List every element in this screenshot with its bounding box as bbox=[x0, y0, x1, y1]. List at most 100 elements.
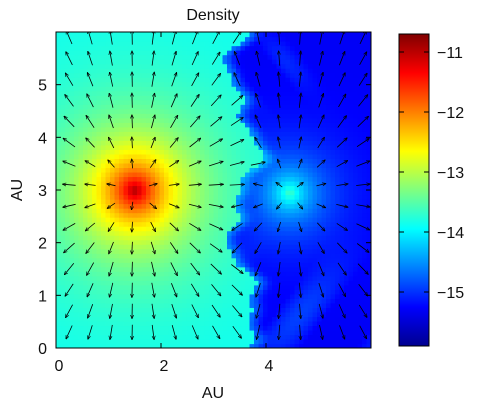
heatmap-cell bbox=[119, 45, 125, 51]
heatmap-cell bbox=[209, 194, 215, 200]
heatmap-cell bbox=[164, 199, 170, 205]
heatmap-cell bbox=[137, 140, 143, 146]
heatmap-cell bbox=[326, 185, 332, 191]
heatmap-cell bbox=[263, 311, 269, 317]
heatmap-cell bbox=[294, 158, 300, 164]
heatmap-cell bbox=[141, 180, 147, 187]
heatmap-cell bbox=[101, 140, 107, 146]
heatmap-cell bbox=[276, 81, 282, 87]
heatmap-cell bbox=[335, 298, 341, 304]
heatmap-cell bbox=[218, 113, 224, 119]
heatmap-cell bbox=[69, 244, 75, 250]
heatmap-cell bbox=[114, 104, 120, 110]
heatmap-cell bbox=[92, 334, 98, 340]
heatmap-cell bbox=[227, 50, 233, 56]
heatmap-cell bbox=[132, 149, 138, 155]
heatmap-cell bbox=[326, 32, 332, 38]
heatmap-cell bbox=[299, 117, 305, 123]
heatmap-cell bbox=[182, 311, 188, 317]
heatmap-cell bbox=[74, 171, 80, 178]
heatmap-cell bbox=[276, 135, 282, 141]
heatmap-cell bbox=[339, 122, 345, 128]
heatmap-cell bbox=[267, 199, 273, 205]
heatmap-cell bbox=[258, 253, 264, 259]
heatmap-cell bbox=[299, 248, 305, 254]
heatmap-cell bbox=[173, 275, 179, 281]
heatmap-cell bbox=[263, 280, 269, 286]
heatmap-cell bbox=[186, 235, 192, 241]
heatmap-cell bbox=[366, 59, 371, 65]
heatmap-cell bbox=[317, 257, 323, 263]
heatmap-cell bbox=[308, 316, 314, 322]
heatmap-cell bbox=[191, 41, 197, 47]
heatmap-cell bbox=[249, 167, 255, 173]
heatmap-cell bbox=[87, 280, 93, 286]
heatmap-cell bbox=[267, 230, 273, 236]
heatmap-cell bbox=[114, 45, 120, 51]
heatmap-cell bbox=[65, 158, 71, 164]
heatmap-cell bbox=[132, 32, 138, 38]
heatmap-cell bbox=[290, 50, 296, 56]
heatmap-cell bbox=[60, 162, 66, 169]
heatmap-cell bbox=[164, 253, 170, 259]
heatmap-cell bbox=[236, 50, 242, 56]
heatmap-cell bbox=[191, 90, 197, 96]
heatmap-cell bbox=[312, 108, 318, 114]
heatmap-cell bbox=[128, 244, 134, 250]
heatmap-cell bbox=[294, 122, 300, 128]
heatmap-cell bbox=[164, 153, 170, 159]
heatmap-cell bbox=[74, 149, 80, 155]
heatmap-cell bbox=[326, 203, 332, 209]
heatmap-cell bbox=[267, 221, 273, 227]
heatmap-cell bbox=[254, 158, 260, 164]
heatmap-cell bbox=[285, 199, 291, 205]
heatmap-cell bbox=[168, 72, 174, 78]
heatmap-cell bbox=[69, 284, 75, 290]
heatmap-cell bbox=[191, 316, 197, 322]
heatmap-cell bbox=[110, 95, 116, 101]
heatmap-cell bbox=[348, 167, 354, 173]
heatmap-cell bbox=[227, 221, 233, 227]
heatmap-cell bbox=[132, 59, 138, 65]
heatmap-cell bbox=[150, 262, 156, 268]
heatmap-cell bbox=[123, 316, 129, 322]
heatmap-cell bbox=[60, 72, 66, 78]
heatmap-cell bbox=[245, 266, 251, 272]
heatmap-cell bbox=[213, 325, 219, 331]
heatmap-cell bbox=[254, 320, 260, 327]
heatmap-cell bbox=[164, 302, 170, 308]
heatmap-cell bbox=[308, 50, 314, 56]
heatmap-cell bbox=[272, 131, 278, 137]
heatmap-cell bbox=[105, 199, 111, 205]
heatmap-cell bbox=[137, 284, 143, 290]
heatmap-cell bbox=[78, 226, 84, 232]
heatmap-cell bbox=[272, 72, 278, 78]
heatmap-cell bbox=[96, 99, 102, 105]
heatmap-cell bbox=[146, 45, 152, 51]
heatmap-cell bbox=[249, 86, 255, 92]
heatmap-cell bbox=[92, 158, 98, 164]
heatmap-cell bbox=[204, 95, 210, 101]
heatmap-cell bbox=[267, 135, 273, 141]
heatmap-cell bbox=[231, 99, 237, 105]
heatmap-cell bbox=[317, 77, 323, 83]
heatmap-cell bbox=[119, 338, 125, 345]
heatmap-cell bbox=[213, 117, 219, 123]
heatmap-cell bbox=[294, 176, 300, 182]
heatmap-cell bbox=[339, 158, 345, 164]
heatmap-cell bbox=[330, 149, 336, 155]
heatmap-cell bbox=[204, 334, 210, 340]
heatmap-cell bbox=[213, 230, 219, 236]
heatmap-cell bbox=[321, 149, 327, 155]
heatmap-cell bbox=[146, 50, 152, 56]
heatmap-cell bbox=[218, 117, 224, 123]
heatmap-cell bbox=[101, 284, 107, 290]
heatmap-cell bbox=[150, 122, 156, 128]
heatmap-cell bbox=[114, 185, 120, 191]
heatmap-cell bbox=[312, 289, 318, 295]
heatmap-cell bbox=[281, 41, 287, 47]
heatmap-cell bbox=[335, 140, 341, 146]
heatmap-cell bbox=[303, 338, 309, 345]
heatmap-cell bbox=[294, 203, 300, 209]
heatmap-cell bbox=[249, 307, 255, 313]
